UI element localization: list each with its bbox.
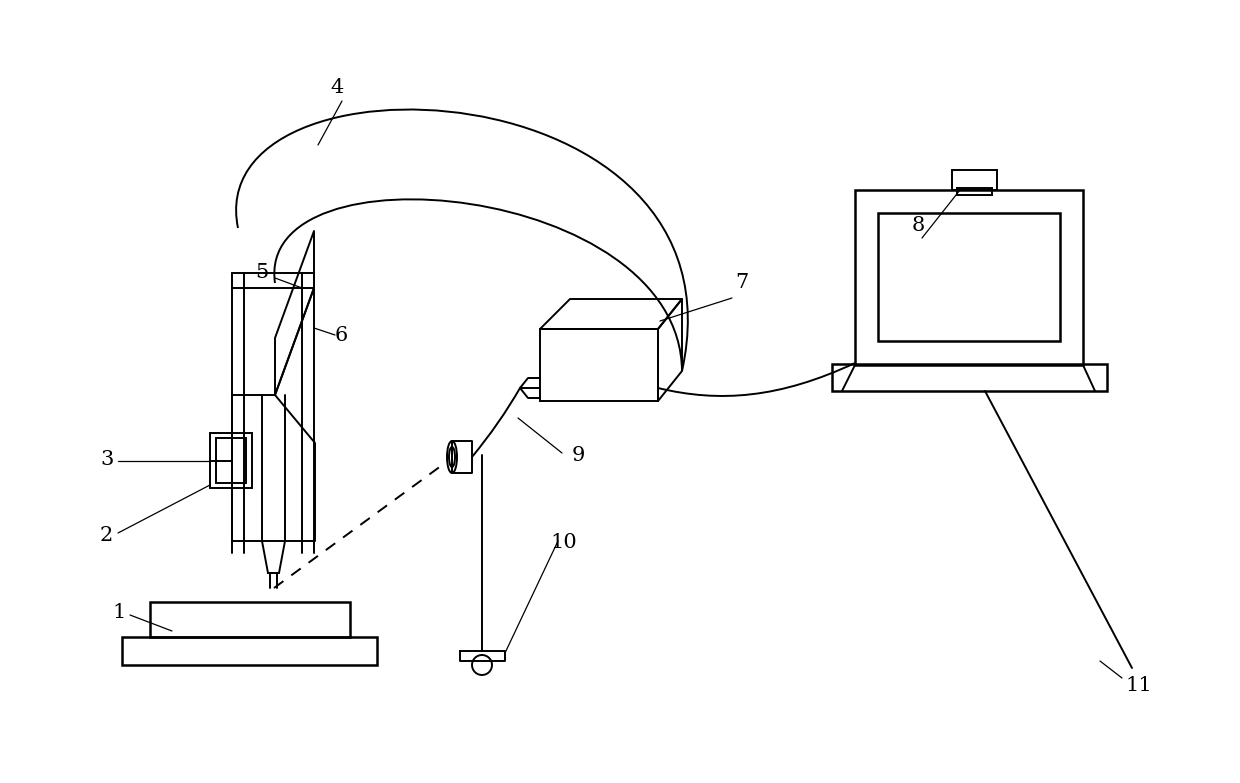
- Text: 2: 2: [100, 526, 113, 545]
- Bar: [122, 637, 377, 665]
- Bar: [539, 329, 658, 401]
- Text: 3: 3: [100, 450, 113, 469]
- Bar: [150, 602, 350, 637]
- Bar: [832, 364, 1107, 391]
- Bar: [952, 170, 997, 190]
- Text: 5: 5: [255, 263, 268, 282]
- Text: 9: 9: [572, 446, 585, 465]
- Text: 6: 6: [335, 326, 348, 345]
- Text: 4: 4: [330, 78, 343, 97]
- Text: 7: 7: [735, 273, 748, 292]
- Text: 8: 8: [911, 216, 925, 235]
- Bar: [210, 433, 252, 488]
- Bar: [878, 213, 1060, 341]
- Text: 1: 1: [112, 603, 125, 622]
- Bar: [216, 438, 246, 483]
- Text: 10: 10: [551, 533, 577, 552]
- Text: 11: 11: [1125, 676, 1152, 695]
- Bar: [957, 188, 992, 195]
- Bar: [856, 190, 1083, 365]
